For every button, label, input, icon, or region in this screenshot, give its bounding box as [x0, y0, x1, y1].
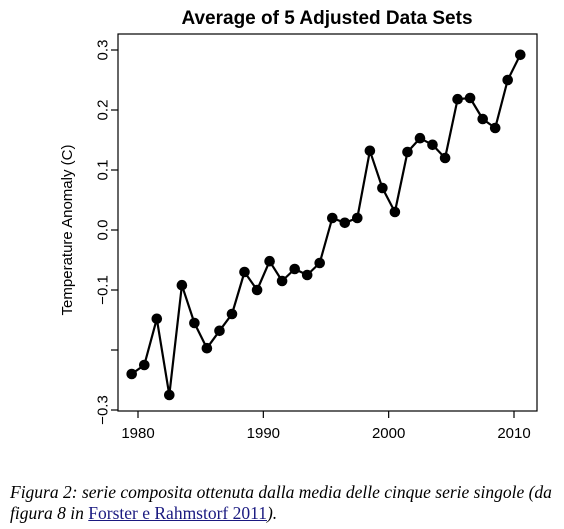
data-point	[339, 217, 351, 229]
caption-text: Figura 2: serie composita ottenuta dalla…	[10, 482, 552, 523]
data-point	[364, 145, 376, 157]
data-point	[427, 139, 438, 151]
y-tick-label: 0.1	[95, 160, 112, 181]
data-point	[402, 146, 413, 158]
chart: Average of 5 Adjusted Data Sets Temperat…	[59, 8, 538, 442]
data-point	[201, 342, 213, 354]
series-polyline	[131, 54, 522, 397]
y-tick-label: −0.3	[95, 395, 112, 425]
data-point	[289, 263, 301, 275]
data-point	[489, 122, 501, 134]
figure-caption: Figura 2: serie composita ottenuta dalla…	[10, 482, 558, 524]
x-tick-label: 2010	[497, 425, 530, 442]
y-axis-label: Temperature Anomaly (C)	[59, 145, 76, 316]
data-point	[301, 269, 313, 281]
data-point	[139, 359, 150, 371]
x-tick-label: 1990	[247, 425, 280, 442]
x-tick-label: 1980	[121, 425, 154, 442]
data-point	[327, 212, 338, 224]
data-point	[176, 279, 188, 291]
y-tick-label: −0.1	[95, 275, 112, 305]
data-point	[377, 182, 388, 194]
data-point	[126, 368, 137, 380]
data-point	[251, 284, 263, 296]
caption-link[interactable]: Forster e Rahmstorf 2011	[88, 503, 267, 523]
data-point	[239, 266, 250, 278]
y-tick-label: 0.0	[95, 220, 112, 241]
plot-frame	[117, 33, 538, 412]
data-point	[214, 325, 225, 337]
data-point	[414, 132, 426, 144]
data-point	[502, 74, 513, 86]
data-point	[264, 255, 275, 267]
y-tick-label: 0.3	[95, 40, 112, 61]
data-point	[477, 113, 489, 125]
data-point	[226, 308, 238, 320]
series-line	[126, 49, 526, 401]
data-point	[352, 212, 363, 224]
data-point	[515, 49, 526, 61]
data-point	[189, 317, 200, 329]
data-point	[389, 206, 401, 218]
data-point	[464, 92, 476, 104]
axes: 1980 1990 2000 2010 −0.3 −0.1 0.0 0.1 0.2 0.3	[95, 40, 531, 442]
chart-title: Average of 5 Adjusted Data Sets	[181, 8, 472, 29]
data-point	[452, 93, 463, 105]
data-point	[314, 257, 326, 269]
y-tick-label: 0.2	[95, 100, 112, 121]
caption-text-end: ).	[266, 503, 278, 523]
data-point	[276, 275, 288, 287]
data-point	[164, 389, 175, 401]
data-point	[439, 152, 451, 164]
x-tick-label: 2000	[372, 425, 405, 442]
data-point	[151, 313, 163, 325]
